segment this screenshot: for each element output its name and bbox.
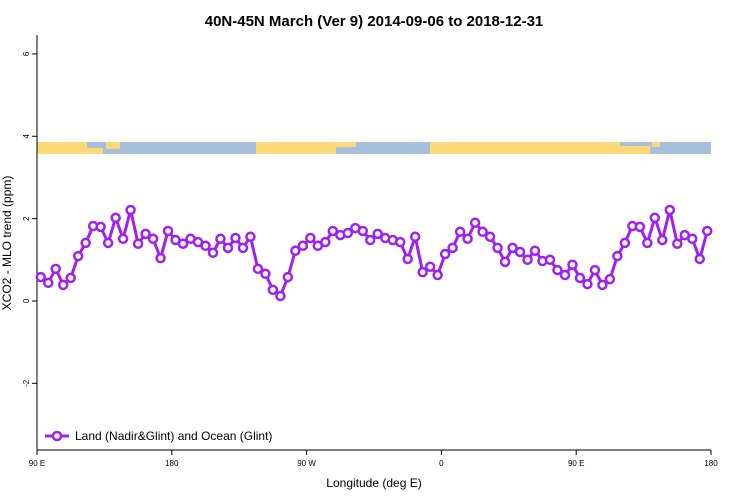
point [207, 247, 219, 259]
point [365, 234, 376, 246]
point [260, 268, 271, 280]
point [282, 271, 294, 283]
point [672, 238, 683, 249]
point [110, 212, 121, 224]
point [320, 236, 331, 248]
point [567, 259, 578, 270]
land-ocean-strip [37, 142, 711, 154]
point [499, 256, 511, 268]
point [402, 253, 413, 265]
point [222, 242, 234, 254]
point [649, 212, 661, 224]
point [275, 290, 286, 302]
point [439, 248, 451, 260]
point [394, 236, 406, 248]
point [342, 227, 354, 239]
point [230, 232, 241, 244]
point [372, 228, 383, 240]
point [642, 237, 653, 249]
point [657, 234, 668, 246]
y-tick-label: 2 [22, 216, 31, 221]
point [327, 225, 339, 237]
point [589, 264, 601, 276]
point [162, 225, 174, 237]
point [42, 277, 54, 289]
legend-marker [51, 430, 63, 442]
point [200, 240, 211, 252]
point [492, 242, 503, 254]
point [544, 254, 556, 266]
point [552, 264, 563, 276]
y-tick-label: 0 [22, 298, 31, 303]
x-tick-label: 90 E [29, 459, 45, 468]
point [514, 246, 526, 258]
point [507, 242, 518, 254]
point [522, 254, 533, 266]
point [529, 245, 541, 256]
point [477, 226, 488, 238]
point [65, 272, 76, 284]
point [462, 233, 473, 245]
point [432, 269, 443, 281]
point [267, 284, 279, 296]
point [252, 263, 264, 275]
point [57, 279, 69, 291]
x-tick-label: 90 W [297, 459, 316, 468]
point [50, 263, 61, 275]
point [574, 272, 586, 284]
point [424, 261, 436, 273]
point [619, 237, 631, 249]
point [132, 238, 144, 249]
point [72, 250, 84, 262]
point [559, 269, 571, 281]
point [117, 233, 129, 245]
point [290, 245, 301, 256]
y-axis-label: XCO2 - MLO trend (ppm) [0, 176, 14, 311]
x-axis-label: Longitude (deg E) [326, 476, 421, 490]
point [102, 237, 114, 249]
point [604, 273, 616, 285]
point [469, 217, 481, 228]
point [484, 231, 496, 242]
point [95, 221, 106, 233]
point [155, 252, 166, 264]
point [582, 278, 593, 290]
point [687, 233, 698, 245]
legend-label: Land (Nadir&Glint) and Ocean (Glint) [75, 429, 272, 443]
point [305, 232, 316, 244]
point [147, 233, 159, 245]
point [664, 204, 676, 216]
point [177, 238, 189, 249]
point [702, 225, 713, 237]
x-tick-label: 0 [439, 459, 444, 468]
point [245, 231, 256, 242]
point [409, 231, 421, 242]
point [694, 253, 706, 265]
y-tick-label: 6 [22, 51, 31, 56]
point [237, 242, 249, 254]
x-tick-label: 180 [165, 459, 179, 468]
x-tick-label: 180 [704, 459, 718, 468]
x-tick-label: 90 E [568, 459, 584, 468]
point [612, 250, 623, 262]
point [454, 226, 466, 238]
point [357, 225, 369, 237]
point [297, 240, 309, 252]
point [597, 279, 608, 291]
y-tick-label: 4 [22, 134, 31, 139]
point [634, 221, 646, 233]
chart-title: 40N-45N March (Ver 9) 2014-09-06 to 2018… [205, 13, 544, 30]
point [447, 242, 458, 254]
point [140, 228, 151, 240]
point [215, 233, 226, 245]
point [417, 266, 428, 278]
y-tick-label: -2 [22, 379, 31, 387]
point [35, 271, 46, 283]
point [80, 237, 91, 249]
point [125, 204, 136, 216]
